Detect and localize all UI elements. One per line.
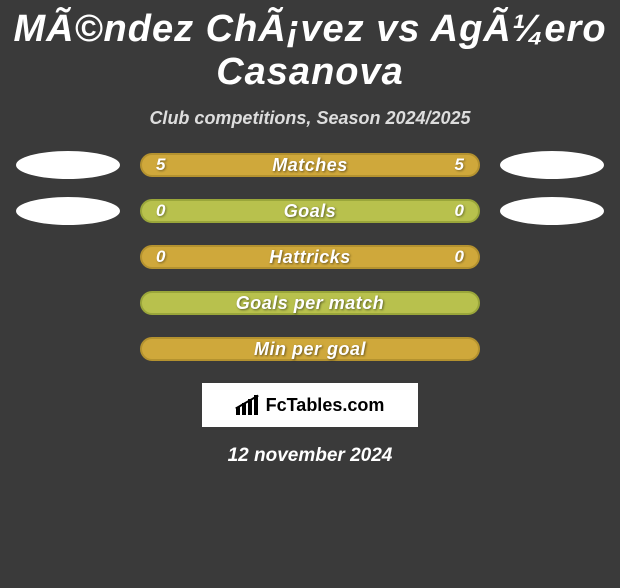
stat-row: 0 Goals 0 bbox=[0, 199, 620, 223]
stat-bar-wrap: 0 Goals 0 bbox=[140, 199, 480, 223]
stat-label: Min per goal bbox=[254, 339, 366, 360]
stat-bar: Goals per match bbox=[140, 291, 480, 315]
right-oval bbox=[500, 197, 604, 225]
stat-left-value: 0 bbox=[156, 201, 165, 221]
stat-row: Min per goal bbox=[0, 337, 620, 361]
stat-left-value: 5 bbox=[156, 155, 165, 175]
stat-row: 0 Hattricks 0 bbox=[0, 245, 620, 269]
left-oval bbox=[16, 197, 120, 225]
stat-label: Hattricks bbox=[269, 247, 351, 268]
stat-label: Goals per match bbox=[236, 293, 385, 314]
logo-text: FcTables.com bbox=[266, 395, 385, 416]
stat-right-value: 0 bbox=[455, 201, 464, 221]
stat-bar: 0 Goals 0 bbox=[140, 199, 480, 223]
footer-logo: FcTables.com bbox=[202, 383, 418, 427]
stat-right-value: 5 bbox=[455, 155, 464, 175]
stat-row: Goals per match bbox=[0, 291, 620, 315]
stat-bar-wrap: Min per goal bbox=[140, 337, 480, 361]
stat-bar: 5 Matches 5 bbox=[140, 153, 480, 177]
stat-left-value: 0 bbox=[156, 247, 165, 267]
stat-row: 5 Matches 5 bbox=[0, 153, 620, 177]
stat-label: Matches bbox=[272, 155, 348, 176]
subtitle: Club competitions, Season 2024/2025 bbox=[0, 108, 620, 129]
date-text: 12 november 2024 bbox=[0, 445, 620, 467]
stat-bar-wrap: 5 Matches 5 bbox=[140, 153, 480, 177]
stat-bar-wrap: 0 Hattricks 0 bbox=[140, 245, 480, 269]
stat-bar: 0 Hattricks 0 bbox=[140, 245, 480, 269]
chart-icon bbox=[236, 395, 260, 415]
stat-right-value: 0 bbox=[455, 247, 464, 267]
stat-bar: Min per goal bbox=[140, 337, 480, 361]
left-oval bbox=[16, 151, 120, 179]
page-title: MÃ©ndez ChÃ¡vez vs AgÃ¼ero Casanova bbox=[0, 8, 620, 94]
right-oval bbox=[500, 151, 604, 179]
stat-bar-wrap: Goals per match bbox=[140, 291, 480, 315]
stat-label: Goals bbox=[284, 201, 337, 222]
chart-area: 5 Matches 5 0 Goals 0 0 Hattricks 0 Goals per mat… bbox=[0, 153, 620, 361]
